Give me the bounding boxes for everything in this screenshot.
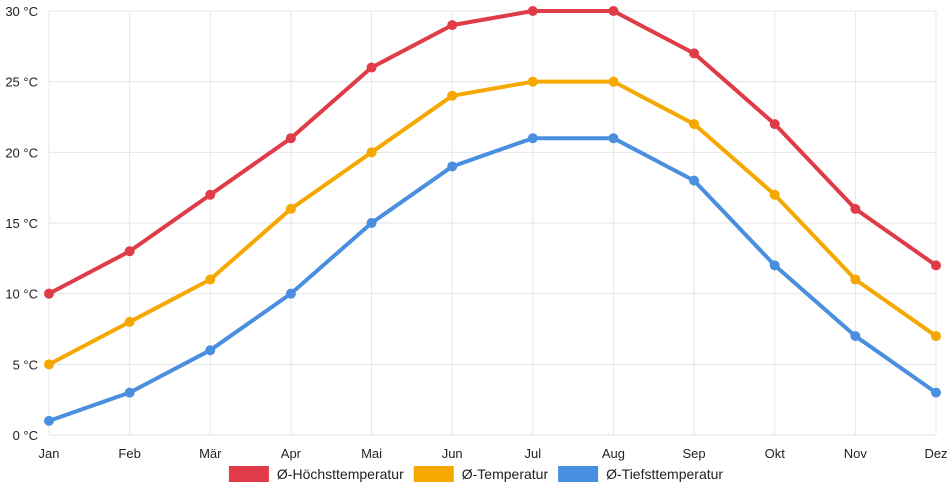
x-axis: Jan Feb Mär Apr Mai Jun Jul Aug Sep Okt Nov Dez: [39, 446, 948, 461]
y-axis: 0 °C 5 °C 10 °C 15 °C 20 °C 25 °C 30 °C: [5, 4, 38, 443]
data-point: [769, 260, 780, 271]
series-group: [44, 76, 941, 370]
series-line: [47, 136, 938, 423]
data-point: [931, 331, 941, 342]
data-point: [205, 189, 216, 200]
data-point: [850, 203, 861, 214]
x-tick-label: Dez: [924, 446, 947, 461]
legend-swatch[interactable]: [558, 466, 599, 482]
data-point: [285, 288, 296, 299]
data-point: [124, 387, 135, 398]
data-point: [44, 288, 54, 299]
y-tick-label: 20 °C: [5, 145, 38, 160]
x-tick-label: Sep: [683, 446, 706, 461]
x-tick-label: Aug: [602, 446, 625, 461]
x-tick-label: Apr: [281, 446, 302, 461]
series-group: [44, 6, 941, 299]
data-point: [205, 274, 216, 285]
data-point: [285, 203, 296, 214]
legend-label[interactable]: Ø-Höchsttemperatur: [277, 466, 404, 482]
data-point: [205, 345, 216, 356]
data-point: [124, 246, 135, 257]
x-tick-label: Nov: [844, 446, 868, 461]
legend-label[interactable]: Ø-Temperatur: [462, 466, 549, 482]
x-tick-label: Mai: [361, 446, 382, 461]
data-point: [527, 6, 538, 16]
data-point: [850, 274, 861, 285]
data-point: [931, 260, 941, 271]
data-point: [689, 48, 700, 59]
legend-swatch[interactable]: [413, 466, 454, 482]
data-point: [689, 175, 700, 186]
data-point: [689, 119, 700, 130]
data-point: [850, 331, 861, 342]
legend-swatch[interactable]: [228, 466, 269, 482]
data-point: [769, 119, 780, 130]
y-tick-label: 15 °C: [5, 216, 38, 231]
data-point: [769, 189, 780, 200]
legend-item[interactable]: Ø-Temperatur: [413, 466, 549, 482]
x-tick-label: Feb: [118, 446, 140, 461]
legend-label[interactable]: Ø-Tiefsttemperatur: [606, 466, 723, 482]
y-tick-label: 0 °C: [13, 428, 38, 443]
data-point: [608, 6, 619, 16]
data-point: [366, 147, 377, 158]
x-tick-label: Jun: [442, 446, 463, 461]
data-point: [44, 415, 54, 426]
data-point: [447, 20, 458, 31]
series-group: [44, 133, 941, 426]
data-point: [931, 387, 941, 398]
y-tick-label: 10 °C: [5, 287, 38, 302]
series-layer: [44, 6, 941, 426]
series-line: [47, 9, 938, 296]
data-point: [447, 90, 458, 101]
data-point: [608, 76, 619, 87]
data-point: [527, 76, 538, 87]
legend-item[interactable]: Ø-Tiefsttemperatur: [558, 466, 723, 482]
data-point: [527, 133, 538, 144]
y-tick-label: 5 °C: [13, 357, 38, 372]
data-point: [608, 133, 619, 144]
y-tick-label: 25 °C: [5, 75, 38, 90]
x-tick-label: Jul: [525, 446, 542, 461]
x-tick-label: Mär: [199, 446, 222, 461]
legend[interactable]: Ø-Höchsttemperatur Ø-Temperatur Ø-Tiefstte…: [228, 466, 723, 482]
data-point: [44, 359, 54, 370]
data-point: [366, 218, 377, 228]
data-point: [366, 62, 377, 73]
data-point: [285, 133, 296, 144]
series-line: [47, 79, 938, 367]
y-tick-label: 30 °C: [5, 4, 38, 19]
x-tick-label: Jan: [39, 446, 60, 461]
x-tick-label: Okt: [765, 446, 786, 461]
data-point: [124, 316, 135, 327]
data-point: [447, 161, 458, 172]
legend-item[interactable]: Ø-Höchsttemperatur: [228, 466, 404, 482]
